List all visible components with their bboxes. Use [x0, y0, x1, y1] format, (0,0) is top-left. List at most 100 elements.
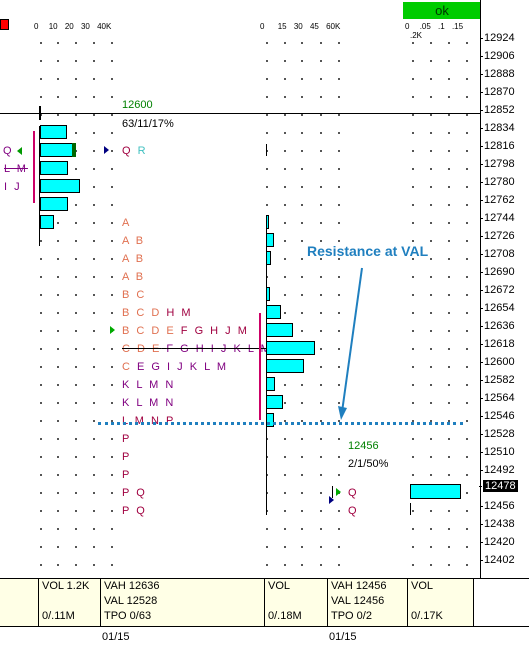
- grid-dot: [320, 150, 322, 152]
- grid-dot: [430, 402, 432, 404]
- grid-dot: [93, 186, 95, 188]
- grid-dot: [320, 240, 322, 242]
- grid-dot: [338, 96, 340, 98]
- grid-dot: [57, 510, 59, 512]
- value-area-line: [33, 131, 35, 203]
- grid-dot: [338, 258, 340, 260]
- volume-bar: [410, 484, 461, 499]
- ok-button[interactable]: ok: [403, 2, 481, 19]
- grid-dot: [75, 168, 77, 170]
- grid-dot: [75, 132, 77, 134]
- grid-dot: [266, 42, 268, 44]
- grid-dot: [338, 168, 340, 170]
- grid-dot: [338, 78, 340, 80]
- grid-dot: [301, 492, 303, 494]
- grid-dot: [111, 492, 113, 494]
- grid-dot: [412, 168, 414, 170]
- grid-dot: [412, 438, 414, 440]
- price-axis[interactable]: 12924 12906 12888 12870 12852 12834 12816 12798…: [479, 0, 529, 578]
- tpo-row: B C D E F G H J M: [122, 325, 249, 337]
- grid-dot: [57, 366, 59, 368]
- grid-dot: [412, 294, 414, 296]
- grid-dot: [301, 420, 303, 422]
- footer-text: 0/.17K: [411, 610, 443, 622]
- tpo-row: Q R: [122, 145, 148, 157]
- price-label: 12528: [480, 428, 515, 440]
- grid-dot: [338, 438, 340, 440]
- scale-tick: .15: [451, 22, 464, 31]
- profile-axis-line: [39, 126, 40, 246]
- price-label: 12816: [480, 140, 515, 152]
- grid-dot: [284, 312, 286, 314]
- price-label: 12564: [480, 392, 515, 404]
- grid-dot: [266, 276, 268, 278]
- grid-dot: [448, 258, 450, 260]
- triangle-right-icon: [329, 496, 334, 504]
- grid-dot: [430, 132, 432, 134]
- grid-dot: [320, 474, 322, 476]
- grid-dot: [430, 348, 432, 350]
- grid-dot: [75, 510, 77, 512]
- grid-dot: [412, 528, 414, 530]
- grid-dot: [111, 438, 113, 440]
- grid-dot: [93, 366, 95, 368]
- grid-dot: [448, 402, 450, 404]
- grid-dot: [301, 474, 303, 476]
- volume-bar: [266, 341, 315, 355]
- volume-bar: [266, 215, 269, 229]
- grid-dot: [111, 78, 113, 80]
- grid-dot: [448, 528, 450, 530]
- grid-dot: [57, 114, 59, 116]
- grid-dot: [40, 96, 42, 98]
- price-label: 12780: [480, 176, 515, 188]
- annotation-arrow: [338, 267, 363, 420]
- grid-dot: [111, 60, 113, 62]
- grid-dot: [266, 546, 268, 548]
- grid-dot: [430, 150, 432, 152]
- chart-area[interactable]: 0 10 20 30 40K 0 15 30 45 60K 0 .05 .1 .…: [0, 0, 480, 578]
- scale-tick: .2K: [410, 31, 423, 40]
- footer-text: VAH 12456: [331, 580, 387, 592]
- volume-bar: [266, 359, 304, 373]
- grid-dot: [57, 348, 59, 350]
- grid-dot: [430, 330, 432, 332]
- grid-dot: [93, 222, 95, 224]
- grid-dot: [284, 564, 286, 566]
- grid-dot: [338, 546, 340, 548]
- grid-dot: [338, 60, 340, 62]
- grid-dot: [93, 492, 95, 494]
- grid-dot: [93, 456, 95, 458]
- grid-dot: [111, 222, 113, 224]
- grid-dot: [75, 456, 77, 458]
- grid-dot: [448, 510, 450, 512]
- grid-dot: [40, 510, 42, 512]
- grid-dot: [412, 402, 414, 404]
- grid-dot: [111, 510, 113, 512]
- grid-dot: [301, 546, 303, 548]
- grid-dot: [320, 384, 322, 386]
- grid-dot: [111, 366, 113, 368]
- grid-dot: [284, 132, 286, 134]
- corner-marker[interactable]: [0, 19, 9, 30]
- date-label: 01/15: [329, 631, 357, 643]
- tpo-row: P Q: [122, 487, 147, 499]
- grid-dot: [93, 438, 95, 440]
- grid-dot: [111, 546, 113, 548]
- grid-dot: [93, 96, 95, 98]
- grid-dot: [284, 150, 286, 152]
- grid-dot: [448, 60, 450, 62]
- grid-dot: [284, 78, 286, 80]
- grid-dot: [284, 114, 286, 116]
- grid-dot: [320, 60, 322, 62]
- grid-dot: [466, 546, 468, 548]
- grid-dot: [93, 204, 95, 206]
- grid-dot: [284, 168, 286, 170]
- grid-dot: [57, 528, 59, 530]
- grid-dot: [412, 330, 414, 332]
- grid-dot: [284, 204, 286, 206]
- grid-dot: [338, 276, 340, 278]
- grid-dot: [430, 168, 432, 170]
- grid-dot: [284, 384, 286, 386]
- tpo-row: A B: [122, 235, 146, 247]
- grid-dot: [284, 456, 286, 458]
